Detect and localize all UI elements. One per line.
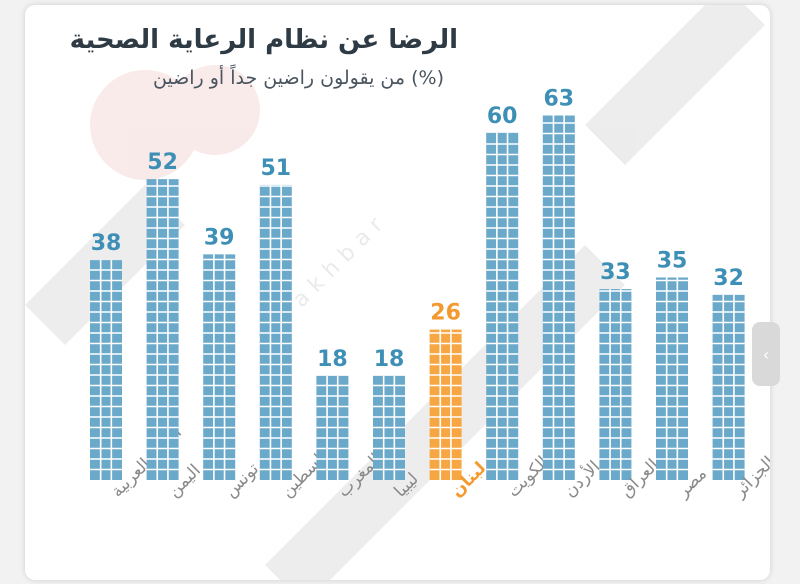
bar-palestine bbox=[259, 184, 292, 480]
chart-card: al-akhbar الرضا عن نظام الرعاية الصحية (… bbox=[25, 5, 770, 580]
bar-iraq bbox=[599, 289, 632, 480]
bar-arab-countries bbox=[90, 260, 122, 480]
value-label-algeria: 32 bbox=[713, 266, 744, 291]
bar-fill bbox=[542, 115, 575, 480]
value-label-iraq: 33 bbox=[600, 260, 631, 285]
bar-algeria bbox=[712, 294, 745, 480]
bar-fill bbox=[656, 277, 688, 480]
bar-libya bbox=[373, 375, 405, 480]
value-label-morocco: 18 bbox=[317, 347, 348, 372]
bar-yemen bbox=[146, 179, 179, 480]
chart-subtitle: (%) من يقولون راضين جداً أو راضين bbox=[152, 67, 444, 89]
bar-jordan bbox=[542, 115, 575, 480]
bar-fill bbox=[90, 260, 122, 480]
value-label-tunisia: 39 bbox=[204, 225, 235, 250]
value-label-palestine: 51 bbox=[260, 156, 291, 181]
bar-fill bbox=[146, 179, 179, 480]
bar-kuwait bbox=[486, 132, 519, 480]
bar-morocco bbox=[316, 375, 349, 480]
value-label-yemen: 52 bbox=[147, 150, 178, 175]
chevron-left-icon: ‹ bbox=[762, 344, 770, 364]
value-label-lebanon: 26 bbox=[430, 301, 461, 326]
chart-title: الرضا عن نظام الرعاية الصحية bbox=[69, 25, 458, 55]
bar-fill bbox=[599, 289, 632, 480]
bar-fill bbox=[203, 254, 236, 480]
bar-egypt bbox=[656, 277, 688, 480]
bar-tunisia bbox=[203, 254, 236, 480]
value-label-jordan: 63 bbox=[543, 87, 574, 112]
bar-chart: 38الدول العربية52اليمن39تونس51فلسطين18ال… bbox=[90, 87, 770, 502]
bar-fill bbox=[486, 132, 519, 480]
bar-fill bbox=[429, 329, 462, 480]
value-label-libya: 18 bbox=[374, 347, 405, 372]
scroll-handle[interactable]: ‹ bbox=[752, 322, 780, 386]
value-label-kuwait: 60 bbox=[487, 104, 518, 129]
value-label-arab-countries: 38 bbox=[91, 231, 122, 256]
value-label-egypt: 35 bbox=[657, 249, 688, 274]
bar-lebanon bbox=[429, 329, 462, 480]
